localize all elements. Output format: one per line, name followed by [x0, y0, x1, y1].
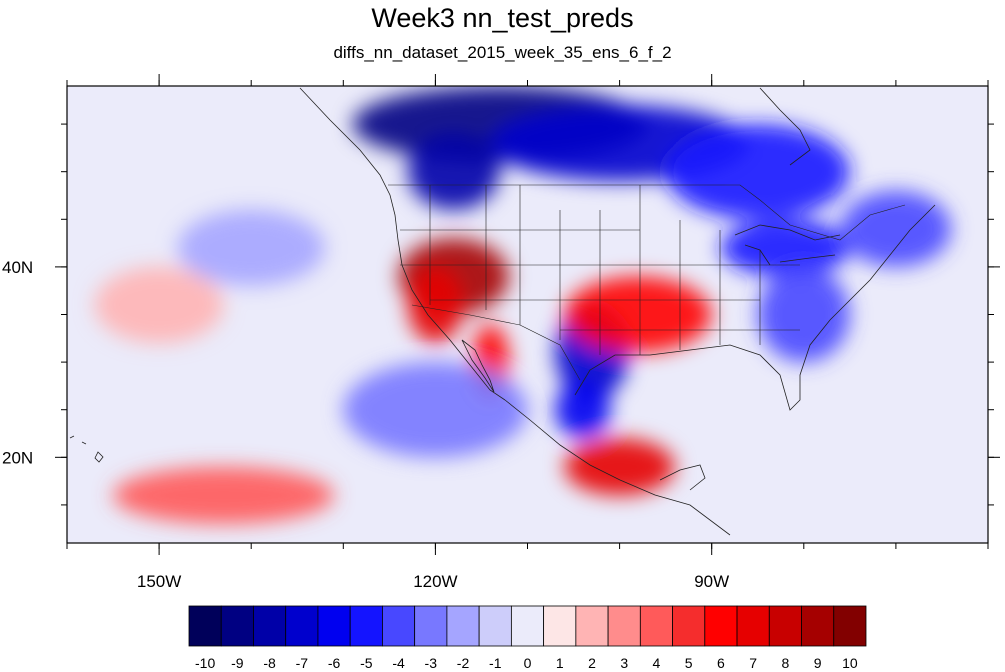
anomaly-region	[564, 438, 675, 496]
colorbar-label: -10	[195, 655, 215, 671]
colorbar-label: -6	[328, 655, 341, 671]
anomaly-region	[113, 466, 335, 524]
colorbar-swatch	[672, 605, 706, 647]
anomaly-region	[757, 266, 850, 363]
yucatan	[659, 464, 706, 491]
colorbar-label: 5	[685, 655, 693, 671]
y-axis-labels: 40N 20N	[2, 258, 33, 467]
colorbar-swatch	[317, 605, 351, 647]
colorbar-swatch	[607, 605, 641, 647]
anomaly-layer	[94, 86, 952, 524]
x-tick-label: 90W	[694, 572, 729, 591]
y-tick-label: 20N	[2, 448, 33, 467]
colorbar-swatch	[510, 605, 545, 647]
map-plot-area	[55, 74, 1000, 555]
colorbar-swatch	[349, 605, 383, 647]
colorbar-swatch	[801, 605, 835, 647]
colorbar-swatch	[543, 605, 577, 647]
north-america-west-coast	[299, 87, 506, 401]
colorbar-label: 10	[842, 655, 858, 671]
x-tick-label: 150W	[137, 572, 181, 591]
colorbar-swatch	[478, 605, 512, 647]
colorbar-swatch	[253, 605, 287, 647]
anomaly-region	[720, 219, 850, 277]
country-borders	[388, 184, 906, 381]
colorbar-label: -2	[457, 655, 470, 671]
anomaly-region	[840, 190, 952, 267]
anomaly-region	[343, 362, 528, 458]
x-axis-labels: 150W 120W 90W	[137, 572, 729, 591]
anomaly-region	[407, 133, 500, 210]
hawaii	[69, 435, 104, 463]
anomaly-region	[555, 381, 611, 439]
colorbar-swatch	[382, 605, 416, 647]
us-canada-border	[388, 184, 906, 241]
colorbar-label: -7	[296, 655, 309, 671]
colorbar-label: 4	[653, 655, 661, 671]
anomaly-region	[94, 266, 224, 344]
colorbar-swatch	[768, 605, 802, 647]
mexico-coast	[504, 399, 731, 536]
colorbar-label: 2	[588, 655, 596, 671]
colorbar-label: -4	[392, 655, 405, 671]
hudson-bay-edge	[759, 87, 811, 166]
anomaly-region	[564, 276, 712, 353]
colorbar-label: 0	[524, 655, 532, 671]
colorbar-label: 6	[717, 655, 725, 671]
coastlines	[69, 87, 936, 536]
gulf-coast	[574, 204, 936, 411]
colorbar-label: 7	[749, 655, 757, 671]
baja-california	[461, 339, 495, 393]
colorbar	[188, 605, 867, 647]
y-tick-label: 40N	[2, 258, 33, 277]
chart-subtitle: diffs_nn_dataset_2015_week_35_ens_6_f_2	[333, 43, 672, 62]
colorbar-swatch	[833, 605, 867, 647]
x-tick-label: 120W	[413, 572, 457, 591]
colorbar-swatch	[736, 605, 770, 647]
colorbar-label: 9	[814, 655, 822, 671]
colorbar-labels: -10 -9 -8 -7 -6 -5 -4 -3 -2 -1 0 1 2 3 4 5 6 7 8 9 10	[195, 655, 858, 671]
colorbar-swatch	[704, 605, 738, 647]
colorbar-label: 1	[556, 655, 564, 671]
colorbar-swatch	[414, 605, 448, 647]
axis-ticks	[55, 74, 1000, 555]
anomaly-region	[665, 124, 850, 220]
colorbar-label: -3	[425, 655, 438, 671]
colorbar-label: -9	[231, 655, 244, 671]
us-state-lines	[400, 185, 800, 355]
colorbar-label: -5	[360, 655, 373, 671]
colorbar-swatch	[285, 605, 319, 647]
anomaly-region	[407, 266, 464, 344]
colorbar-swatch	[639, 605, 673, 647]
chart-title: Week3 nn_test_preds	[371, 3, 634, 33]
colorbar-label: -8	[263, 655, 276, 671]
colorbar-swatch	[575, 605, 609, 647]
colorbar-label: -1	[489, 655, 502, 671]
colorbar-swatch	[188, 605, 222, 647]
colorbar-swatch	[220, 605, 254, 647]
colorbar-swatch	[446, 605, 480, 647]
anomaly-region	[177, 209, 325, 286]
colorbar-label: 8	[782, 655, 790, 671]
colorbar-label: 3	[620, 655, 628, 671]
